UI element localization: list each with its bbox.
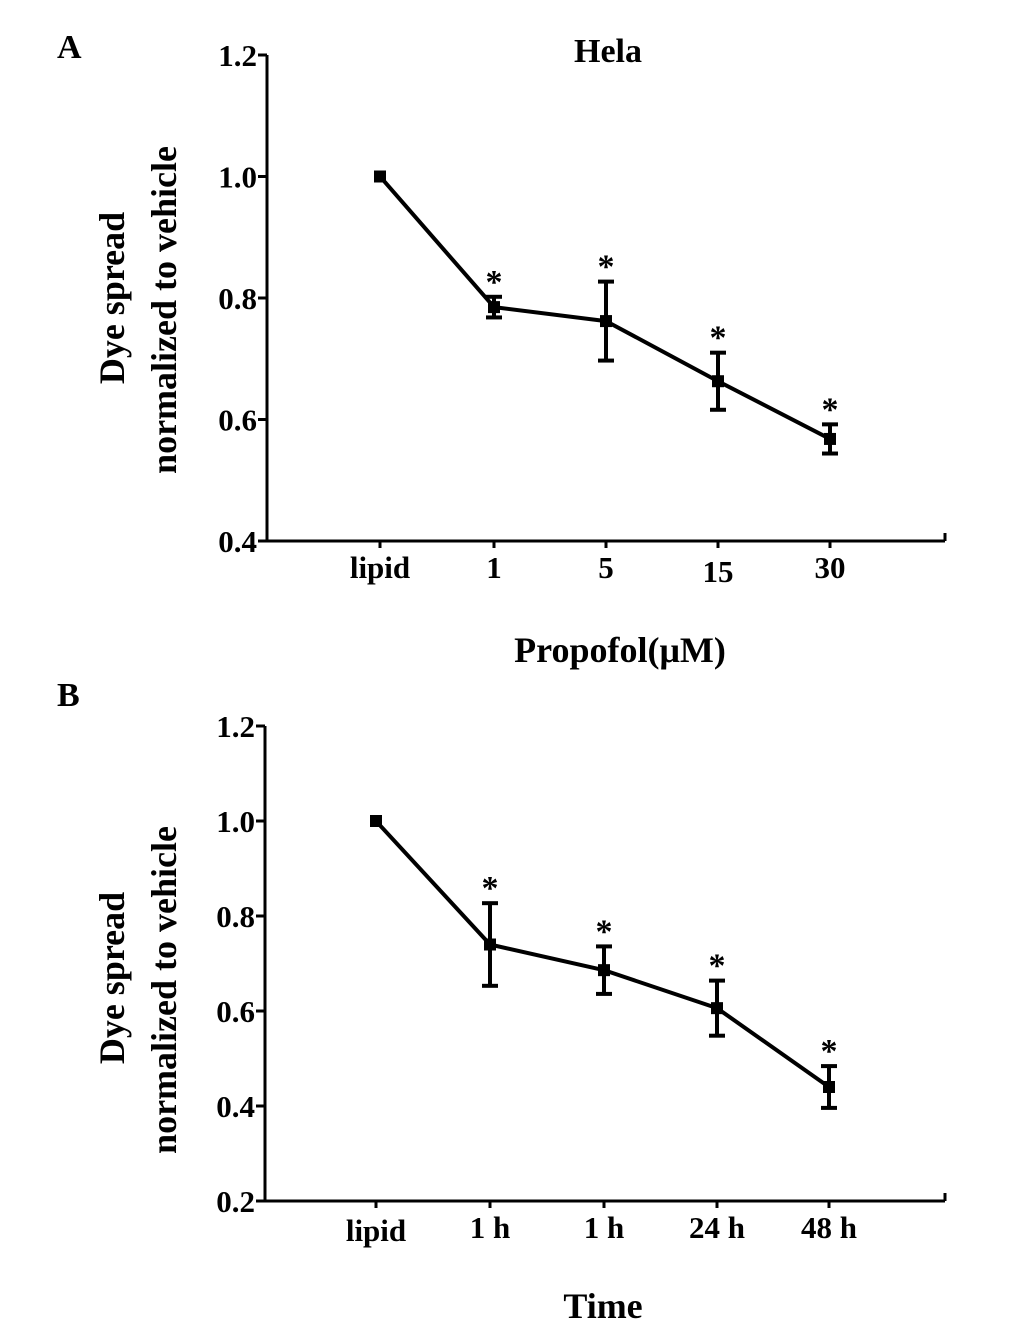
significance-marker: *	[709, 948, 726, 985]
y-tick-label: 0.4	[216, 1089, 255, 1124]
y-tick-label: 1.0	[216, 804, 255, 839]
y-tick-label: 0.4	[218, 524, 257, 559]
data-point	[370, 815, 382, 827]
y-tick-label: 0.6	[218, 403, 257, 438]
panel-a-y-tick-labels: 0.4 0.6 0.8 1.0 1.2	[218, 38, 257, 559]
data-point	[484, 938, 496, 951]
panel-b-letter: B	[57, 677, 80, 714]
x-tick-label: 5	[598, 550, 614, 585]
y-tick-label: 0.2	[216, 1184, 255, 1219]
data-point	[600, 315, 612, 328]
y-tick-label: 0.8	[216, 899, 255, 934]
y-tick-label: 0.8	[218, 281, 257, 316]
x-tick-label: lipid	[350, 550, 410, 585]
x-tick-label: 1 h	[470, 1210, 511, 1245]
panel-b-x-tick-labels: lipid 1 h 1 h 24 h 48 h	[346, 1210, 857, 1248]
panel-a-axes	[258, 53, 947, 548]
y-tick-label: 1.0	[218, 160, 257, 195]
panel-b-y-tick-labels: 0.2 0.4 0.6 0.8 1.0 1.2	[216, 709, 255, 1219]
panel-a-x-tick-labels: lipid 1 5 15 30	[350, 550, 846, 589]
data-point	[823, 1081, 835, 1093]
panel-b-series: * * * *	[370, 815, 838, 1110]
y-tick-label: 1.2	[218, 38, 257, 73]
significance-marker: *	[596, 913, 613, 950]
significance-marker: *	[710, 320, 727, 357]
data-point	[824, 432, 836, 445]
significance-marker: *	[822, 391, 839, 428]
data-point	[712, 375, 724, 388]
significance-marker: *	[598, 249, 615, 286]
x-tick-label: 15	[703, 554, 734, 589]
significance-marker: *	[486, 264, 503, 301]
panel-a-letter: A	[57, 29, 82, 66]
panel-a-title: Hela	[574, 33, 642, 70]
panel-a-ylabel-line1: Dye spread	[92, 212, 132, 384]
y-tick-label: 0.6	[216, 994, 255, 1029]
panel-a-xlabel: Propofol(μM)	[514, 630, 726, 670]
data-point	[488, 301, 500, 314]
data-point	[374, 170, 386, 183]
panel-b-ylabel-line2: normalized to vehicle	[144, 826, 184, 1154]
panel-a-ylabel-line2: normalized to vehicle	[144, 146, 184, 474]
data-point	[711, 1002, 723, 1015]
x-tick-label: 1	[486, 550, 502, 585]
significance-marker: *	[821, 1033, 838, 1070]
x-tick-label: lipid	[346, 1213, 406, 1248]
panel-b-axes	[256, 724, 947, 1208]
panel-a-series: * * * *	[374, 170, 839, 456]
x-tick-label: 48 h	[801, 1210, 857, 1245]
panel-a: A Hela 0.40.60.81.01.2 lipid 1 5 15 30 * *** …	[57, 29, 947, 670]
x-tick-label: 1 h	[584, 1210, 625, 1245]
panel-b: B 0.2 0.4 0.6 0.8 1.0 1.2 lipid 1 h 1 h 24 h 48 h…	[57, 677, 947, 1326]
x-tick-label: 30	[815, 550, 846, 585]
panel-b-xlabel: Time	[563, 1286, 642, 1326]
y-tick-label: 1.2	[216, 709, 255, 744]
data-point	[598, 964, 610, 977]
x-tick-label: 24 h	[689, 1210, 745, 1245]
significance-marker: *	[482, 870, 499, 907]
panel-b-ylabel-line1: Dye spread	[92, 892, 132, 1064]
